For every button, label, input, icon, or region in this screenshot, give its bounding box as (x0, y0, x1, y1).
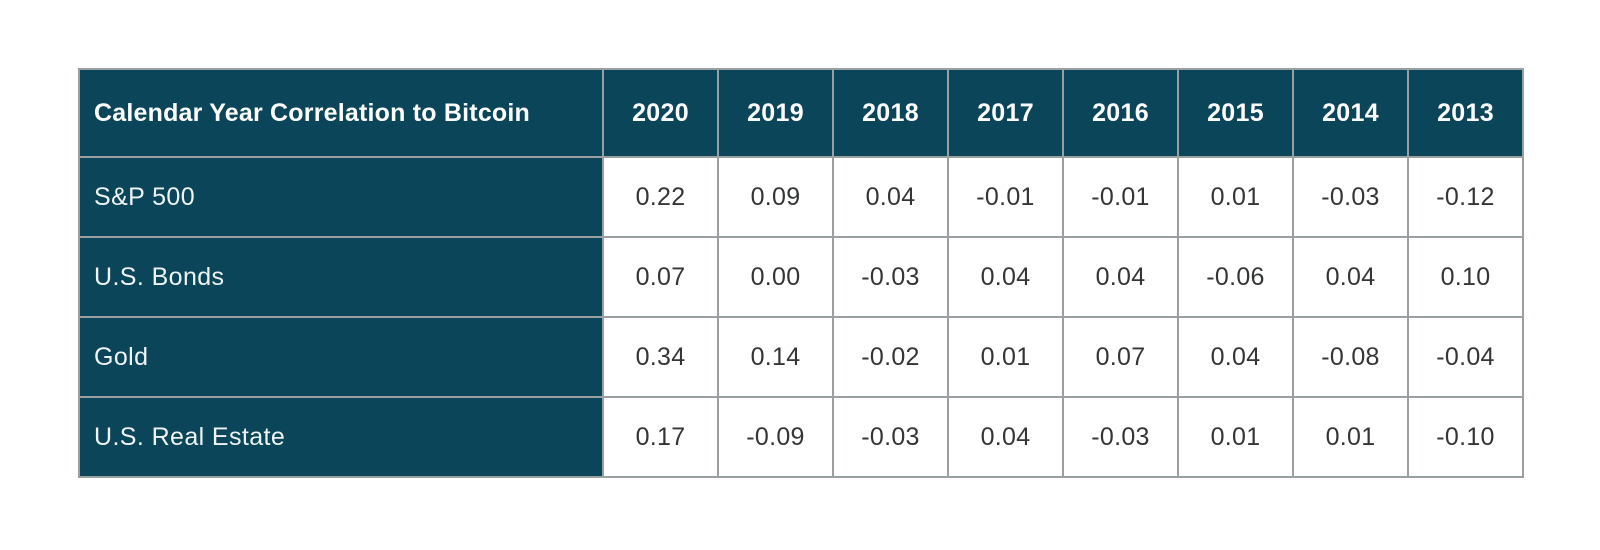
value-cell: 0.09 (717, 156, 834, 238)
value-cell: 0.01 (1177, 156, 1294, 238)
value-cell: -0.03 (1292, 156, 1409, 238)
year-header-2015: 2015 (1177, 68, 1294, 158)
value-cell: 0.00 (717, 236, 834, 318)
value-cell: 0.04 (947, 236, 1064, 318)
value-cell: -0.08 (1292, 316, 1409, 398)
correlation-table: Calendar Year Correlation to Bitcoin 202… (78, 68, 1524, 478)
year-header-2018: 2018 (832, 68, 949, 158)
value-cell: -0.09 (717, 396, 834, 478)
table-row-us-real-estate: U.S. Real Estate 0.17 -0.09 -0.03 0.04 -… (78, 396, 1524, 478)
value-cell: 0.04 (832, 156, 949, 238)
year-header-2014: 2014 (1292, 68, 1409, 158)
table-row-us-bonds: U.S. Bonds 0.07 0.00 -0.03 0.04 0.04 -0.… (78, 236, 1524, 318)
value-cell: -0.03 (832, 396, 949, 478)
value-cell: 0.07 (602, 236, 719, 318)
value-cell: -0.10 (1407, 396, 1524, 478)
value-cell: 0.07 (1062, 316, 1179, 398)
value-cell: 0.17 (602, 396, 719, 478)
value-cell: 0.22 (602, 156, 719, 238)
value-cell: -0.01 (1062, 156, 1179, 238)
value-cell: 0.04 (947, 396, 1064, 478)
table-row-gold: Gold 0.34 0.14 -0.02 0.01 0.07 0.04 -0.0… (78, 316, 1524, 398)
year-header-2019: 2019 (717, 68, 834, 158)
table-title: Calendar Year Correlation to Bitcoin (78, 68, 604, 158)
row-label-sp500: S&P 500 (78, 156, 604, 238)
year-header-2016: 2016 (1062, 68, 1179, 158)
value-cell: 0.04 (1177, 316, 1294, 398)
table-row-sp500: S&P 500 0.22 0.09 0.04 -0.01 -0.01 0.01 … (78, 156, 1524, 238)
value-cell: 0.10 (1407, 236, 1524, 318)
value-cell: 0.01 (947, 316, 1064, 398)
value-cell: 0.01 (1292, 396, 1409, 478)
year-header-2020: 2020 (602, 68, 719, 158)
value-cell: -0.06 (1177, 236, 1294, 318)
value-cell: -0.02 (832, 316, 949, 398)
value-cell: -0.01 (947, 156, 1064, 238)
value-cell: 0.04 (1292, 236, 1409, 318)
value-cell: 0.14 (717, 316, 834, 398)
value-cell: -0.03 (832, 236, 949, 318)
value-cell: 0.34 (602, 316, 719, 398)
row-label-us-bonds: U.S. Bonds (78, 236, 604, 318)
value-cell: -0.12 (1407, 156, 1524, 238)
row-label-us-real-estate: U.S. Real Estate (78, 396, 604, 478)
row-label-gold: Gold (78, 316, 604, 398)
header-row: Calendar Year Correlation to Bitcoin 202… (78, 68, 1524, 158)
value-cell: -0.04 (1407, 316, 1524, 398)
value-cell: 0.01 (1177, 396, 1294, 478)
year-header-2013: 2013 (1407, 68, 1524, 158)
year-header-2017: 2017 (947, 68, 1064, 158)
value-cell: -0.03 (1062, 396, 1179, 478)
value-cell: 0.04 (1062, 236, 1179, 318)
